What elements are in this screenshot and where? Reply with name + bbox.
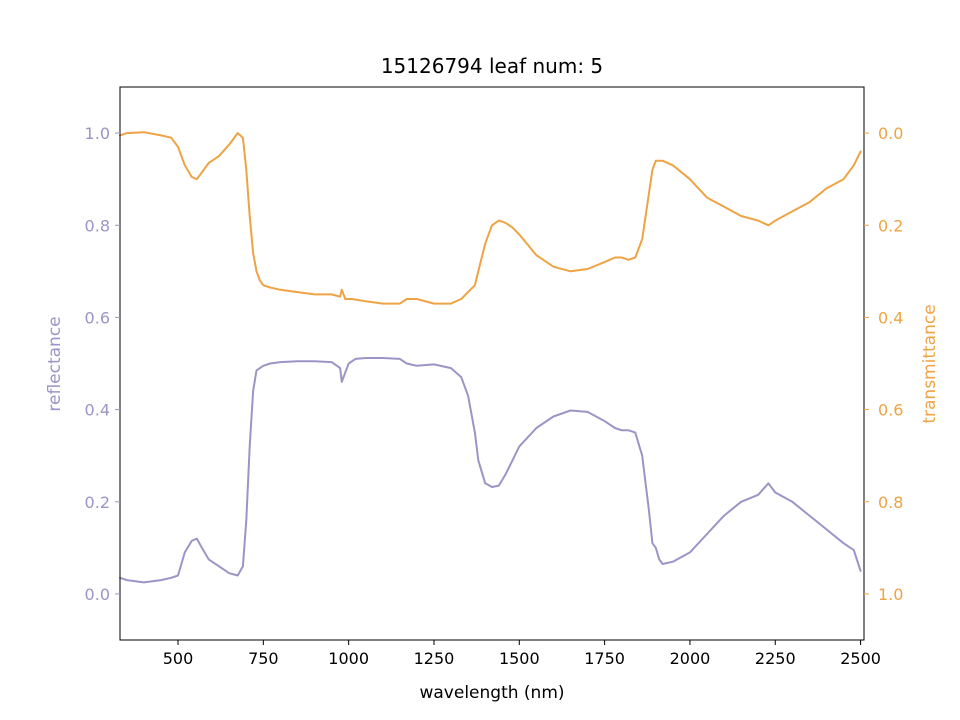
right-axis-label: transmittance xyxy=(920,304,940,423)
right-tick-label: 0.2 xyxy=(878,216,903,235)
left-tick-label: 0.2 xyxy=(85,493,110,512)
x-tick-label: 2000 xyxy=(670,649,711,668)
series-layer xyxy=(119,131,862,584)
right-tick-label: 0.4 xyxy=(878,308,903,327)
x-tick-label: 1250 xyxy=(414,649,455,668)
plot-frame xyxy=(119,86,865,641)
left-tick-label: 0.0 xyxy=(85,585,110,604)
x-tick-label: 1000 xyxy=(328,649,369,668)
x-tick-label: 1500 xyxy=(499,649,540,668)
x-tick-label: 2250 xyxy=(755,649,796,668)
left-tick-label: 0.4 xyxy=(85,401,110,420)
x-tick-label: 500 xyxy=(163,649,194,668)
left-axis-label: reflectance xyxy=(45,316,65,411)
transmittance-series-line xyxy=(119,131,862,305)
x-tick-label: 1750 xyxy=(584,649,625,668)
reflectance-series-line xyxy=(119,357,862,584)
left-tick-label: 1.0 xyxy=(85,124,110,143)
left-tick-label: 0.6 xyxy=(85,308,110,327)
right-y-axis: 0.0 0.2 0.4 0.6 0.8 1.0 xyxy=(864,124,903,604)
x-axis: 500 750 1000 1250 1500 1750 2000 2250 2500 xyxy=(163,640,881,668)
x-tick-label: 750 xyxy=(248,649,279,668)
right-tick-label: 0.8 xyxy=(878,493,903,512)
right-tick-label: 1.0 xyxy=(878,585,903,604)
left-tick-label: 0.8 xyxy=(85,216,110,235)
x-axis-label: wavelength (nm) xyxy=(419,683,564,703)
chart-title: 15126794 leaf num: 5 xyxy=(381,54,603,78)
x-tick-label: 2500 xyxy=(840,649,881,668)
left-y-axis: 0.0 0.2 0.4 0.6 0.8 1.0 xyxy=(85,124,120,604)
right-tick-label: 0.0 xyxy=(878,124,903,143)
right-tick-label: 0.6 xyxy=(878,401,903,420)
